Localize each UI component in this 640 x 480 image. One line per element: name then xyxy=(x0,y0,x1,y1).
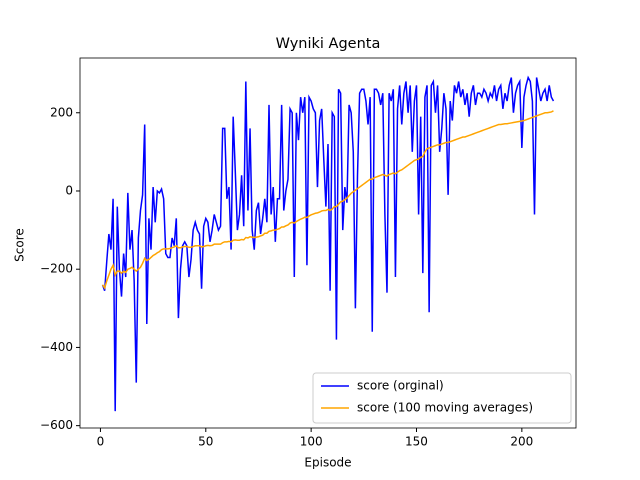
y-axis-label: Score xyxy=(13,228,27,262)
y-tick-label: −200 xyxy=(40,262,73,276)
legend-box xyxy=(312,372,572,424)
chart-title: Wyniki Agenta xyxy=(276,36,381,52)
y-tick-label: 200 xyxy=(50,105,73,119)
x-axis-label: Episode xyxy=(304,456,351,470)
legend-label: score (100 moving averages) xyxy=(357,401,533,415)
y-tick-label: −400 xyxy=(40,340,73,354)
plot-frame xyxy=(79,57,577,429)
legend-label: score (orginal) xyxy=(357,379,444,393)
x-tick-label: 0 xyxy=(97,435,105,449)
x-tick-label: 100 xyxy=(300,435,323,449)
series-line xyxy=(101,110,554,290)
y-tick-label: 0 xyxy=(65,183,73,197)
y-tick-label: −600 xyxy=(40,418,73,432)
x-tick-label: 150 xyxy=(405,435,428,449)
x-tick-label: 200 xyxy=(510,435,533,449)
x-tick-label: 50 xyxy=(198,435,213,449)
series-line xyxy=(101,75,555,412)
